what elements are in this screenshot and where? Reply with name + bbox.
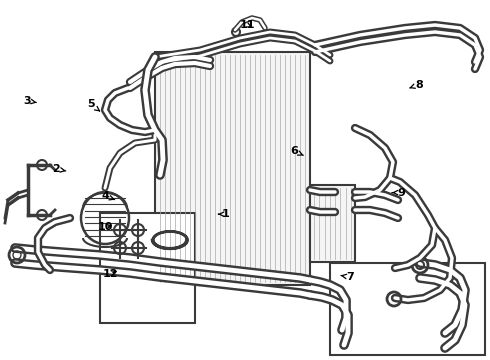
Text: 11: 11 — [240, 20, 255, 30]
Text: 1: 1 — [219, 209, 229, 219]
Bar — [310, 185, 355, 262]
Text: 8: 8 — [410, 80, 423, 90]
Text: 10: 10 — [98, 222, 113, 232]
Text: 5: 5 — [87, 99, 99, 111]
Bar — [100, 213, 195, 323]
Text: 4: 4 — [101, 191, 115, 201]
Text: 6: 6 — [290, 146, 303, 156]
Text: 12: 12 — [102, 269, 118, 279]
Text: 3: 3 — [23, 96, 36, 106]
Bar — [155, 52, 310, 285]
Bar — [330, 263, 485, 355]
Text: 9: 9 — [392, 188, 406, 198]
Text: 7: 7 — [341, 272, 354, 282]
Text: 2: 2 — [52, 164, 66, 174]
